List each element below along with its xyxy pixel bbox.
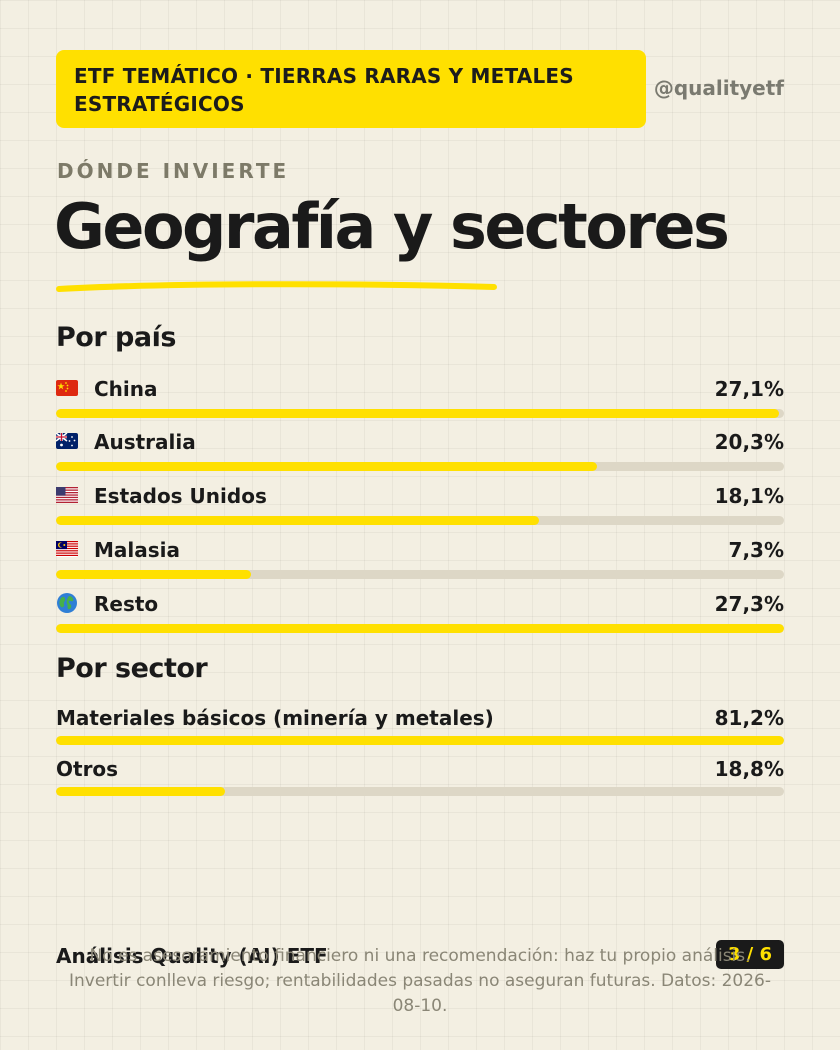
sector-label: Otros — [56, 757, 119, 781]
country-bar-track — [56, 409, 784, 418]
country-bar-fill — [56, 570, 251, 579]
country-row-rest: Resto 27,3% — [56, 591, 784, 617]
country-bar-track — [56, 516, 784, 525]
country-bar-track — [56, 624, 784, 633]
china-flag-icon — [56, 380, 78, 396]
country-value: 27,1% — [714, 377, 784, 401]
country-label: China — [94, 377, 158, 401]
usa-flag-icon — [56, 487, 78, 503]
sector-label: Materiales básicos (minería y metales) — [56, 706, 494, 730]
malaysia-flag-icon — [56, 541, 78, 557]
country-bar-track — [56, 462, 784, 471]
country-label: Resto — [94, 592, 159, 616]
country-label: Australia — [94, 430, 196, 454]
country-row-malaysia: Malasia 7,3% — [56, 537, 784, 563]
country-label: Malasia — [94, 538, 181, 562]
sector-bar-track — [56, 787, 784, 796]
sector-row-other: Otros 18,8% — [56, 756, 784, 782]
country-row-australia: Australia 20,3% — [56, 429, 784, 455]
country-bar-track — [56, 570, 784, 579]
theme-badge: ETF TEMÁTICO · TIERRAS RARAS Y METALES E… — [56, 50, 646, 128]
sector-row-materials: Materiales básicos (minería y metales) 8… — [56, 705, 784, 731]
sector-bar-track — [56, 736, 784, 745]
country-bar-fill — [56, 516, 539, 525]
sector-value: 18,8% — [714, 757, 784, 781]
country-row-united-states: Estados Unidos 18,1% — [56, 483, 784, 509]
country-row-china: China 27,1% — [56, 376, 784, 402]
country-label: Estados Unidos — [94, 484, 267, 508]
sector-bar-fill — [56, 787, 225, 796]
page-title: Geografía y sectores — [54, 190, 730, 263]
globe-icon — [56, 592, 78, 614]
sector-section-title: Por sector — [56, 653, 208, 684]
country-value: 7,3% — [728, 538, 784, 562]
country-value: 18,1% — [714, 484, 784, 508]
country-section-title: Por país — [56, 322, 176, 353]
account-handle[interactable]: @qualityetf — [653, 76, 784, 100]
footer-brand: Análisis Quality (AI) ETF — [56, 944, 328, 968]
country-bar-fill — [56, 624, 784, 633]
country-value: 27,3% — [714, 592, 784, 616]
disclaimer-text: No es asesoramiento financiero ni una re… — [69, 946, 771, 1016]
sector-bar-fill — [56, 736, 784, 745]
title-underline — [56, 281, 497, 292]
section-kicker: DÓNDE INVIERTE — [57, 159, 290, 183]
country-bar-fill — [56, 462, 598, 471]
australia-flag-icon — [56, 433, 78, 449]
country-value: 20,3% — [714, 430, 784, 454]
sector-value: 81,2% — [714, 706, 784, 730]
page-indicator: 3 / 6 — [715, 940, 784, 969]
country-bar-fill — [56, 409, 779, 418]
